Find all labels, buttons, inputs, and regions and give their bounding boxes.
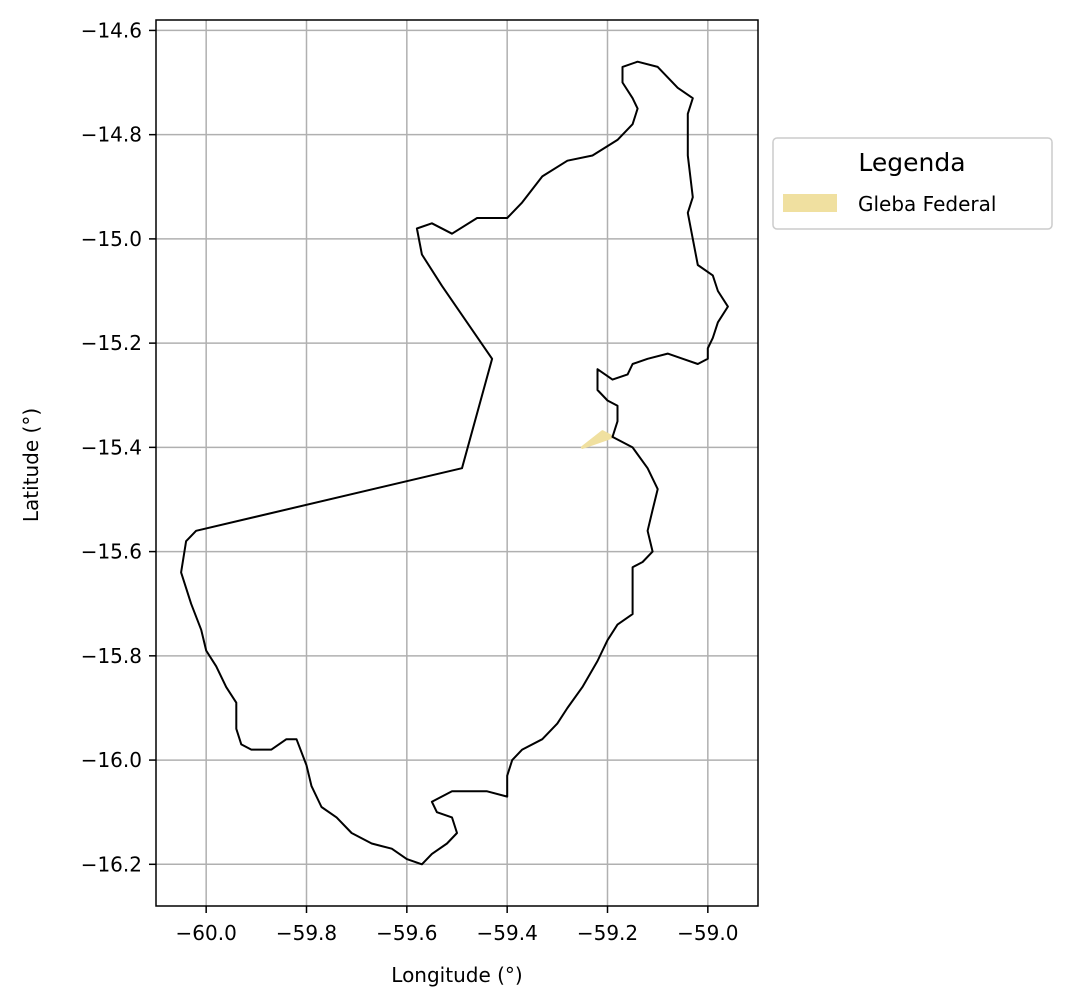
y-tick-label-2: −15.0: [81, 227, 142, 251]
x-tick-label-3: −59.4: [477, 921, 538, 945]
y-tick-label-7: −16.0: [81, 748, 142, 772]
plot-background: [156, 20, 758, 906]
legend-label-0: Gleba Federal: [858, 192, 996, 216]
plot-frame: [155, 19, 759, 907]
legend-title: Legenda: [858, 148, 965, 177]
legend-swatch-0: [783, 194, 837, 212]
x-tick-label-4: −59.2: [577, 921, 638, 945]
x-tick-label-5: −59.0: [677, 921, 738, 945]
y-tick-label-3: −15.2: [81, 331, 142, 355]
y-tick-label-5: −15.6: [81, 540, 142, 564]
map-layers: [180, 60, 729, 866]
grid-lines: [156, 20, 758, 906]
plot-area: −60.0 −59.8 −59.6 −59.4 −59.2 −59.0 −14.6−14.…: [19, 18, 759, 987]
y-axis-label: Latitude (°): [19, 408, 43, 522]
x-tick-label-2: −59.6: [376, 921, 437, 945]
y-axis-ticks: −14.6 −14.8 −15.0 −15.2 −15.4 −15.6 −15.8 −16.0…: [81, 18, 156, 876]
y-tick-label-1: −14.8: [81, 123, 142, 147]
legend-entries: Gleba Federal: [783, 192, 996, 216]
legend: Legenda Gleba Federal: [772, 137, 1053, 230]
y-tick-label-8: −16.2: [81, 852, 142, 876]
outline-boundary: [180, 60, 729, 866]
y-tick-label-6: −15.8: [81, 644, 142, 668]
x-axis-ticks: −60.0 −59.8 −59.6 −59.4 −59.2 −59.0: [176, 906, 738, 945]
y-tick-label-4: −15.4: [81, 435, 142, 459]
y-tick-label-0: −14.6: [81, 18, 142, 42]
x-tick-label-1: −59.8: [276, 921, 337, 945]
x-tick-label-0: −60.0: [176, 921, 237, 945]
legend-box: [772, 137, 1053, 230]
x-axis-label: Longitude (°): [391, 963, 522, 987]
